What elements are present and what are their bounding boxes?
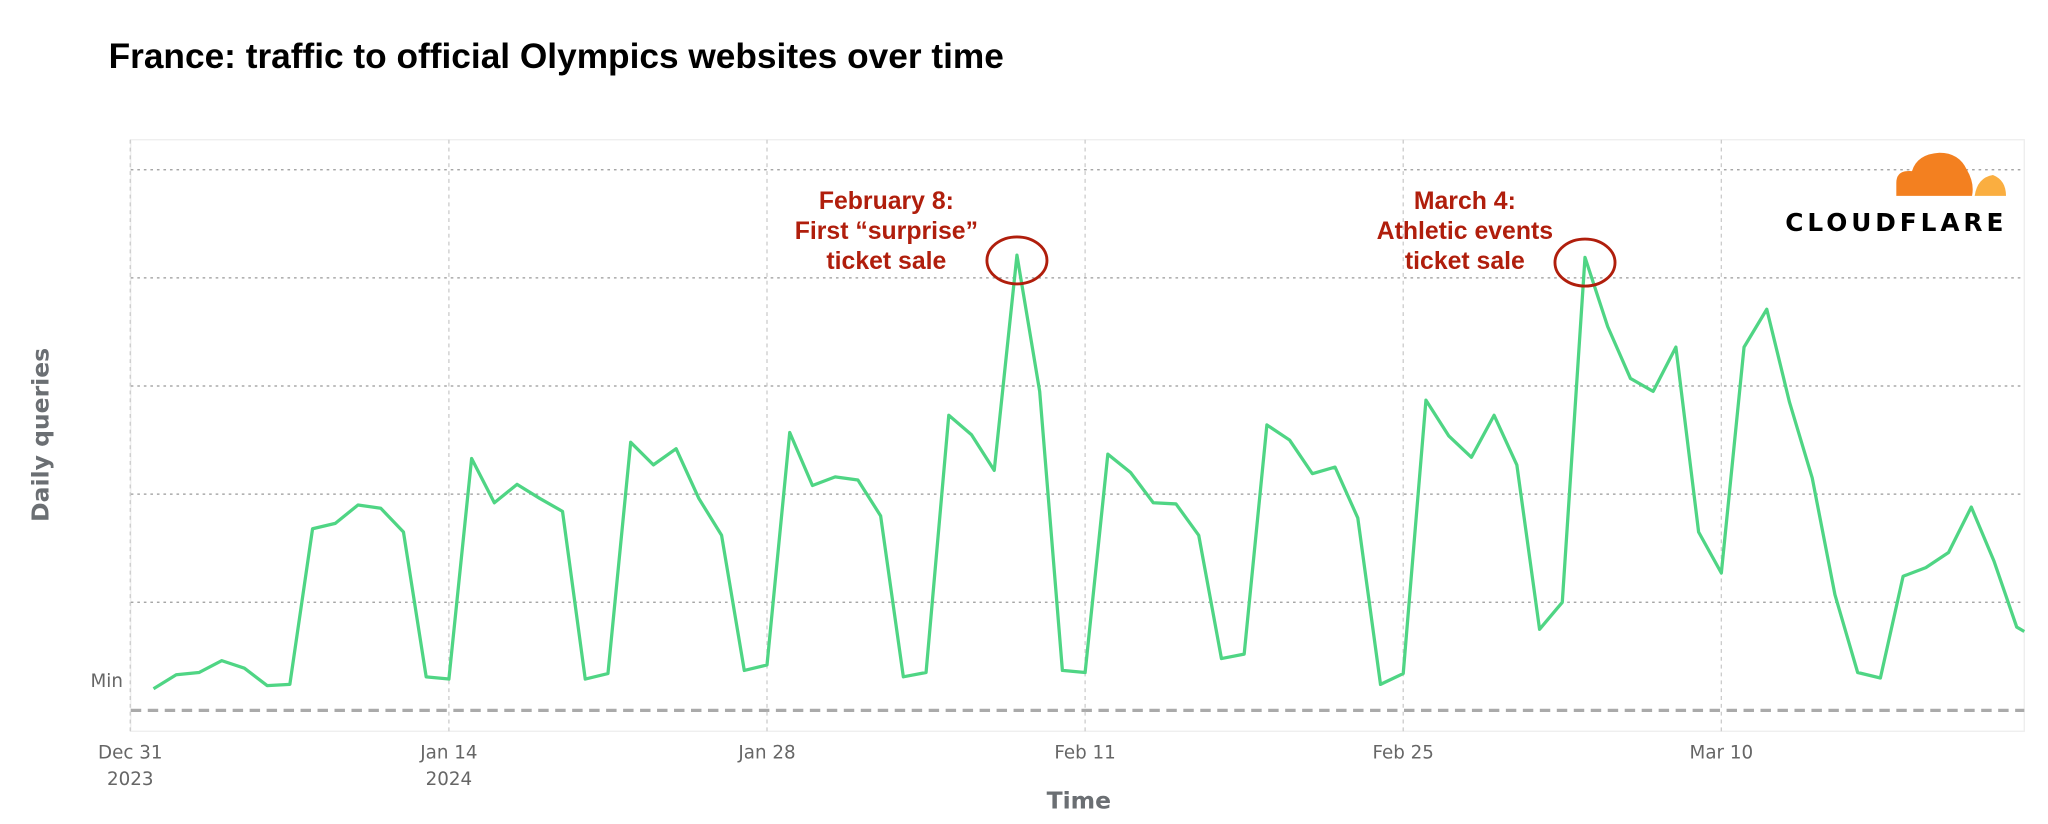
annotations: February 8: First “surprise” ticket sale Ma… xyxy=(795,188,1617,288)
cloudflare-wordmark: CLOUDFLARE xyxy=(1785,208,2007,237)
annotation-text: ticket sale xyxy=(826,248,946,275)
x-tick-label: Jan 28 xyxy=(737,743,795,764)
x-tick-label: Feb 25 xyxy=(1373,743,1434,764)
x-tick-sublabel: 2024 xyxy=(426,769,473,790)
plot-frame xyxy=(130,139,2025,732)
cloudflare-logo: CLOUDFLARE xyxy=(1785,152,2007,237)
chart-title: France: traffic to official Olympics web… xyxy=(109,37,1004,76)
x-axis-title: Time xyxy=(1047,786,1112,814)
series-line-daily-queries xyxy=(152,253,2026,691)
annotation-text: ticket sale xyxy=(1405,248,1525,275)
annotation-text: First “surprise” xyxy=(795,218,978,245)
x-tick-sublabel: 2023 xyxy=(107,769,154,790)
y-axis-title: Daily queries xyxy=(27,348,55,522)
y-tick-label-min: Min xyxy=(91,671,123,692)
annotation-circle xyxy=(1553,237,1617,288)
cloudflare-cloud-icon xyxy=(1896,152,2007,196)
x-tick-label: Mar 10 xyxy=(1690,743,1754,764)
x-axis-ticks: Dec 31 2023 Jan 14 2024 Jan 28 Feb 11 Feb 25 Ma… xyxy=(98,743,1753,790)
x-tick-label: Dec 31 xyxy=(98,743,162,764)
x-tick-label: Jan 14 xyxy=(419,743,477,764)
x-tick-label: Feb 11 xyxy=(1054,743,1115,764)
annotation-text: February 8: xyxy=(819,188,954,215)
annotation-text: March 4: xyxy=(1414,188,1516,215)
annotation-text: Athletic events xyxy=(1377,218,1553,245)
gridlines xyxy=(129,139,2025,732)
annotation-circle xyxy=(985,235,1049,286)
